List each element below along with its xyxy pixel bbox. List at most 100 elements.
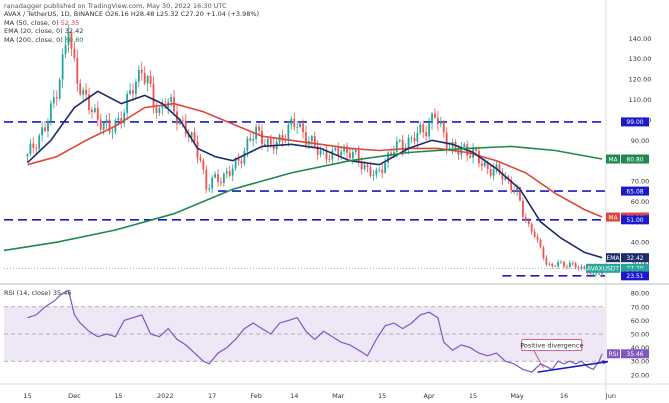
time-tick-label: May bbox=[510, 392, 524, 400]
ema20-value: 32.42 bbox=[64, 27, 84, 36]
time-tick-label: Apr bbox=[423, 392, 435, 400]
candle-body bbox=[290, 118, 293, 125]
candle-body bbox=[395, 141, 398, 152]
candle-body bbox=[349, 152, 351, 159]
price-tick-label: 130.00 bbox=[629, 55, 652, 63]
rsi-trendline-arrow bbox=[602, 360, 609, 365]
candle-body bbox=[369, 166, 372, 176]
candle-body bbox=[516, 187, 518, 192]
candle-body bbox=[88, 94, 90, 110]
candle-body bbox=[266, 138, 269, 146]
candle-body bbox=[554, 266, 557, 268]
candle-body bbox=[325, 149, 328, 160]
candle-body bbox=[132, 90, 134, 94]
candle-body bbox=[340, 151, 343, 156]
candle-body bbox=[387, 152, 389, 163]
ma200-value: 80.80 bbox=[64, 35, 84, 44]
candle-body bbox=[135, 81, 137, 94]
candle-body bbox=[49, 103, 52, 122]
candle-body bbox=[363, 164, 366, 170]
candle-body bbox=[79, 83, 82, 95]
candle-body bbox=[313, 135, 316, 147]
candle-body bbox=[360, 162, 363, 170]
candle-body bbox=[542, 247, 545, 258]
rsi-tick-label: 50.00 bbox=[631, 331, 650, 339]
candle-body bbox=[120, 118, 123, 124]
candle-body bbox=[269, 138, 272, 145]
candle-body bbox=[281, 135, 284, 141]
time-tick-label: Mar bbox=[332, 392, 345, 400]
price-axis-tag bbox=[621, 253, 649, 263]
candle-body bbox=[381, 169, 384, 173]
time-tick-label: 14 bbox=[290, 392, 298, 400]
candle-body bbox=[434, 113, 436, 118]
series-tag bbox=[606, 212, 620, 222]
candle-body bbox=[568, 262, 571, 268]
candle-body bbox=[284, 140, 287, 142]
divergence-annotation: Positive divergence bbox=[520, 342, 583, 350]
price-axis-tag bbox=[621, 215, 649, 225]
candle-body bbox=[346, 146, 348, 153]
candle-body bbox=[96, 108, 99, 120]
candle-body bbox=[539, 239, 542, 248]
candle-body bbox=[316, 146, 319, 155]
candle-body bbox=[67, 31, 70, 45]
candle-body bbox=[26, 154, 29, 157]
publish-header: ranadagger published on TradingView.com,… bbox=[4, 2, 227, 11]
candle-body bbox=[152, 83, 155, 108]
time-tick-label: Jun bbox=[605, 392, 616, 400]
candle-body bbox=[35, 147, 38, 149]
candle-body bbox=[85, 89, 87, 95]
rsi-tick-label: 80.00 bbox=[631, 290, 650, 298]
candle-body bbox=[237, 158, 240, 161]
candle-body bbox=[181, 119, 184, 121]
price-tick-label: 90.00 bbox=[631, 137, 650, 145]
candle-body bbox=[129, 90, 131, 94]
rsi-side-tag bbox=[607, 349, 620, 359]
ma200-label: MA (200, close, 0) bbox=[4, 35, 63, 44]
candle-body bbox=[384, 162, 387, 173]
candle-body bbox=[299, 123, 302, 128]
candle-body bbox=[492, 169, 495, 176]
candle-body bbox=[501, 172, 504, 180]
time-tick-label: Feb bbox=[250, 392, 262, 400]
candle-body bbox=[319, 150, 322, 155]
candle-body bbox=[337, 148, 340, 156]
candle-body bbox=[243, 151, 246, 164]
price-axis-tag bbox=[621, 154, 649, 164]
candle-body bbox=[375, 169, 378, 175]
candle-body bbox=[522, 200, 524, 218]
series-tag-text: EMA bbox=[606, 255, 620, 262]
candle-body bbox=[390, 152, 392, 155]
price-axis-tag-text: 51.00 bbox=[626, 217, 643, 224]
price-tick-label: 40.00 bbox=[631, 239, 650, 247]
candle-body bbox=[82, 89, 85, 95]
candle-body bbox=[401, 139, 404, 151]
candle-body bbox=[146, 76, 149, 84]
candle-body bbox=[184, 120, 187, 135]
time-tick-label: 17 bbox=[208, 392, 216, 400]
price-axis-tag-text: 32.42 bbox=[626, 255, 643, 262]
candle-body bbox=[310, 135, 313, 142]
candle-body bbox=[108, 119, 111, 133]
price-axis-tag-text: 23.51 bbox=[626, 273, 643, 280]
candle-body bbox=[565, 266, 568, 268]
candle-body bbox=[258, 126, 260, 131]
candle-body bbox=[398, 139, 401, 142]
candle-body bbox=[222, 173, 225, 184]
candle-body bbox=[234, 158, 237, 169]
candle-body bbox=[123, 112, 126, 124]
candle-body bbox=[47, 121, 49, 131]
candle-body bbox=[199, 157, 202, 161]
price-axis-tag-text: 65.08 bbox=[626, 188, 643, 195]
candle-body bbox=[378, 169, 381, 171]
candle-body bbox=[407, 137, 410, 150]
rsi-tick-label: 40.00 bbox=[631, 344, 650, 352]
candle-body bbox=[272, 144, 275, 150]
candle-body bbox=[220, 181, 222, 184]
price-axis-tag bbox=[621, 271, 649, 281]
candle-body bbox=[190, 132, 193, 138]
candle-body bbox=[545, 257, 548, 265]
candle-body bbox=[178, 119, 181, 124]
candle-body bbox=[261, 130, 263, 145]
